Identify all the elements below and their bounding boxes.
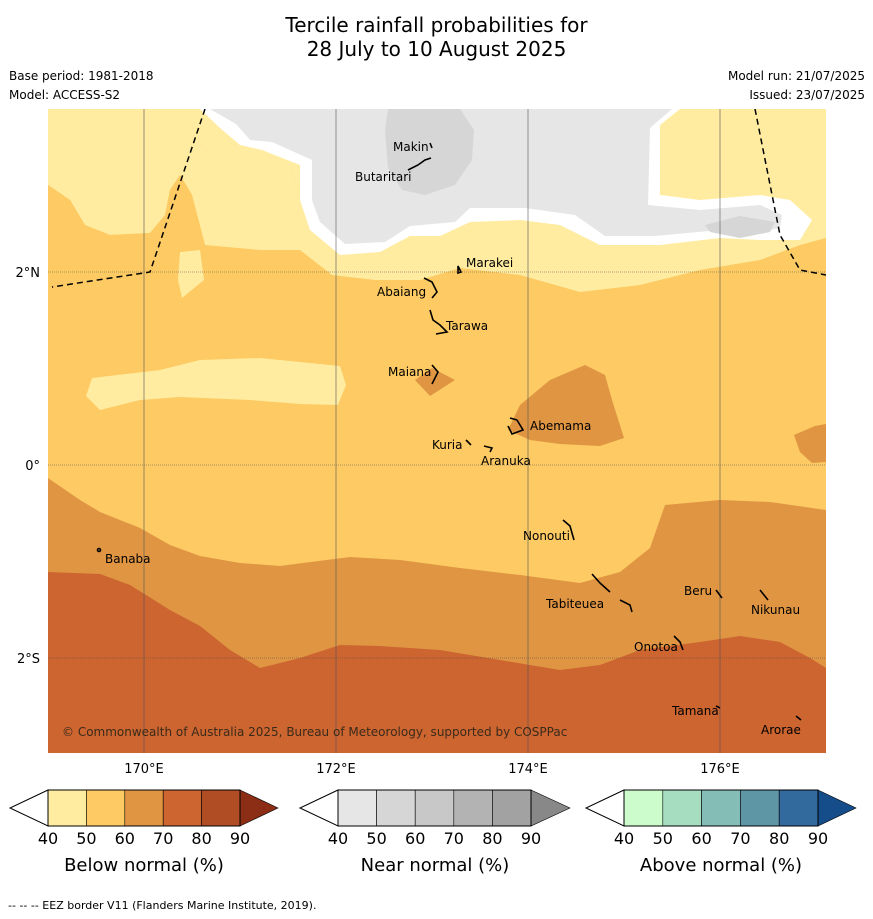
- colorbar-swatch: [453, 789, 493, 827]
- colorbar-swatch: [740, 789, 780, 827]
- colorbar-tick: 60: [115, 829, 135, 848]
- model-run: Model run: 21/07/2025: [727, 69, 865, 83]
- colorbar-label-below: Below normal (%): [64, 855, 224, 876]
- colorbar-tick: 70: [730, 829, 750, 848]
- place-label-marakei: Marakei: [466, 256, 513, 270]
- place-label-butaritari: Butaritari: [355, 170, 412, 184]
- place-label-nonouti: Nonouti: [523, 529, 570, 543]
- place-label-aranuka: Aranuka: [481, 454, 531, 468]
- place-label-arorae: Arorae: [761, 723, 801, 737]
- colorbar-tick: 80: [482, 829, 502, 848]
- colorbar-tick: 50: [366, 829, 386, 848]
- colorbar-swatch: [623, 789, 664, 827]
- lat-label-2s: 2°S: [17, 652, 40, 667]
- colorbar-tick: 90: [230, 829, 250, 848]
- colorbar-extend-high: [817, 789, 857, 827]
- colorbar-below-normal: 40 50 60 70 80 90 Below normal (%): [8, 789, 279, 876]
- colorbar-swatch: [162, 789, 202, 827]
- colorbar-tick: 50: [653, 829, 673, 848]
- colorbar-swatch: [492, 789, 532, 827]
- issued-date: Issued: 23/07/2025: [749, 88, 865, 102]
- eez-footnote: -- -- -- EEZ border V11 (Flanders Marine…: [8, 899, 317, 912]
- colorbar-tick: 70: [444, 829, 464, 848]
- lat-label-2n: 2°N: [16, 266, 41, 281]
- eez-border: [51, 109, 826, 288]
- lon-label-174e: 174°E: [508, 762, 548, 777]
- below-40-50-band: [86, 358, 346, 410]
- place-label-tarawa: Tarawa: [445, 319, 488, 333]
- place-label-nikunau: Nikunau: [751, 603, 800, 617]
- colorbar-tick: 40: [38, 829, 58, 848]
- colorbar-extend-low: [8, 789, 49, 827]
- below-40-50-patch-a: [178, 250, 204, 298]
- colorbar-tick: 80: [191, 829, 211, 848]
- near-40-50-area: [210, 109, 782, 244]
- colorbar-above-normal: 40 50 60 70 80 90 Above normal (%): [584, 789, 857, 876]
- place-label-beru: Beru: [684, 584, 712, 598]
- colorbar-swatch: [662, 789, 702, 827]
- colorbar-extend-high: [530, 789, 571, 827]
- graticule: [48, 109, 826, 753]
- colorbar-tick: 60: [405, 829, 425, 848]
- axis-labels: 2°N 0° 2°S 170°E 172°E 174°E 176°E: [16, 266, 740, 777]
- place-label-kuria: Kuria: [432, 438, 463, 452]
- place-labels: Makin Butaritari Marakei Abaiang Tarawa …: [105, 140, 801, 737]
- colorbar-tick: 50: [76, 829, 96, 848]
- lat-label-0: 0°: [25, 459, 40, 474]
- below-60-70-maiana: [415, 368, 455, 396]
- colorbar-swatch: [701, 789, 741, 827]
- colorbar-extend-low: [584, 789, 625, 827]
- colorbar-tick: 90: [808, 829, 828, 848]
- colorbar-swatch: [86, 789, 126, 827]
- colorbar-swatch: [414, 789, 455, 827]
- base-period: Base period: 1981-2018: [9, 69, 154, 83]
- colorbar-label-near: Near normal (%): [361, 855, 510, 876]
- map-title-line2: 28 July to 10 August 2025: [306, 37, 567, 61]
- colorbar-swatch: [124, 789, 164, 827]
- colorbar-tick: 40: [328, 829, 348, 848]
- colorbar-extend-low: [298, 789, 339, 827]
- colorbar-tick: 80: [769, 829, 789, 848]
- lon-label-170e: 170°E: [124, 762, 164, 777]
- colorbar-label-above: Above normal (%): [640, 855, 802, 876]
- place-label-tamana: Tamana: [671, 704, 719, 718]
- place-label-onotoa: Onotoa: [634, 640, 678, 654]
- model-name: Model: ACCESS-S2: [9, 88, 121, 102]
- colorbar-tick: 60: [691, 829, 711, 848]
- below-60-70-abemama: [508, 365, 624, 446]
- lon-label-176e: 176°E: [700, 762, 740, 777]
- near-50-60-area: [385, 109, 474, 195]
- below-40-50-nw: [48, 109, 300, 250]
- colorbar-tick: 70: [153, 829, 173, 848]
- lon-label-172e: 172°E: [316, 762, 356, 777]
- place-label-abaiang: Abaiang: [377, 285, 426, 299]
- colorbar-swatch: [337, 789, 377, 827]
- copyright-text: © Commonwealth of Australia 2025, Bureau…: [62, 725, 567, 739]
- below-70-80-south: [48, 572, 826, 753]
- place-label-maiana: Maiana: [388, 365, 431, 379]
- colorbar-extend-high: [239, 789, 279, 827]
- place-label-abemama: Abemama: [530, 419, 591, 433]
- colorbar-near-normal: 40 50 60 70 80 90 Near normal (%): [298, 789, 571, 876]
- colorbar-swatch: [47, 789, 87, 827]
- map-title-line1: Tercile rainfall probabilities for: [285, 13, 588, 37]
- place-label-tabiteuea: Tabiteuea: [545, 597, 604, 611]
- probability-fill-layer: [48, 109, 826, 753]
- colorbar-swatch: [201, 789, 241, 827]
- colorbar-swatch: [376, 789, 416, 827]
- below-50-60-nw: [48, 175, 205, 272]
- island-outlines: [96, 142, 802, 721]
- colorbar-swatch: [778, 789, 819, 827]
- place-label-makin: Makin: [393, 140, 429, 154]
- below-60-70-east: [794, 424, 826, 463]
- colorbar-tick: 40: [614, 829, 634, 848]
- place-label-banaba: Banaba: [105, 552, 151, 566]
- colorbar-tick: 90: [521, 829, 541, 848]
- near-50-60-east: [705, 216, 775, 238]
